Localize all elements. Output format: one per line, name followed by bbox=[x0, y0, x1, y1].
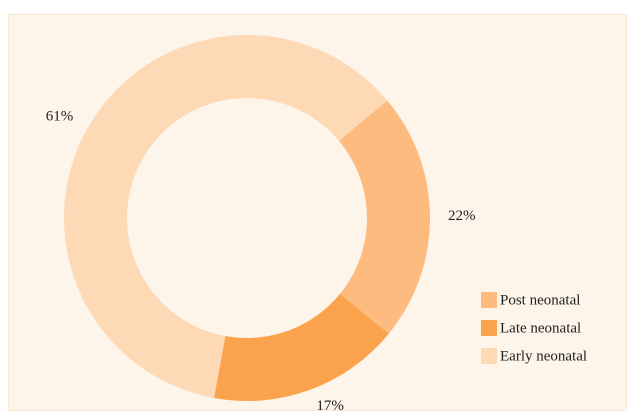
legend-label: Post neonatal bbox=[500, 292, 580, 308]
legend-label: Late neonatal bbox=[500, 320, 581, 336]
legend-label: Early neonatal bbox=[500, 348, 587, 364]
legend-swatch bbox=[481, 320, 497, 336]
data-label: 17% bbox=[316, 398, 344, 414]
donut-slice bbox=[213, 293, 389, 402]
data-label: 61% bbox=[46, 108, 74, 124]
donut-slice bbox=[63, 34, 388, 398]
legend-swatch bbox=[481, 292, 497, 308]
donut-slice bbox=[338, 100, 430, 334]
data-label: 22% bbox=[448, 208, 476, 224]
legend-swatch bbox=[481, 348, 497, 364]
